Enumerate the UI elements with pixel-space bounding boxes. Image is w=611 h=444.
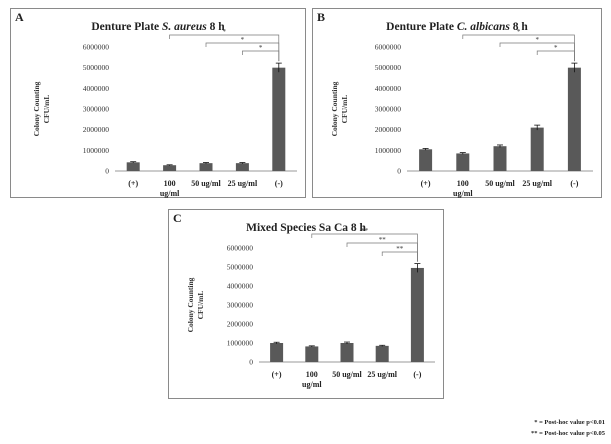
significance-label: ** bbox=[379, 236, 387, 244]
x-tick-label: 100 bbox=[457, 179, 469, 188]
bar bbox=[270, 343, 284, 362]
x-tick-label: 100 bbox=[306, 370, 318, 379]
y-axis-label: CFU/mL bbox=[340, 95, 349, 124]
chart-plot: 0 1000000 2000000 3000000 4000000 5000000 6000… bbox=[186, 227, 435, 389]
bar bbox=[305, 346, 319, 362]
x-tick-label: 50 ug/ml bbox=[485, 179, 515, 188]
significance-label: * bbox=[259, 44, 263, 52]
y-axis-label: Colony Counting bbox=[32, 81, 41, 136]
x-tick-label: ug/ml bbox=[302, 380, 322, 389]
bar bbox=[199, 163, 213, 171]
bar bbox=[375, 345, 389, 362]
chart-panel-a: A Denture Plate S. aureus 8 h 0 1000000 20… bbox=[10, 8, 306, 198]
legend-note-double: ** = Post-hoc value p<0.05 bbox=[530, 430, 605, 437]
bar bbox=[410, 267, 424, 362]
significance-bracket bbox=[169, 34, 280, 62]
y-tick-label: 1000000 bbox=[375, 146, 402, 155]
title-text: Denture Plate bbox=[91, 21, 163, 33]
significance-label: * bbox=[222, 28, 226, 36]
y-tick-label: 4000000 bbox=[227, 282, 254, 291]
significance-bracket bbox=[381, 251, 418, 262]
bar bbox=[493, 146, 507, 171]
chart-title: Denture Plate S. aureus 8 h bbox=[11, 21, 305, 33]
y-tick-label: 1000000 bbox=[83, 146, 110, 155]
y-tick-label: 6000000 bbox=[83, 43, 110, 52]
chart-title: Mixed Species Sa Ca 8 h bbox=[169, 222, 443, 234]
bar bbox=[235, 163, 249, 171]
x-tick-label: (-) bbox=[570, 179, 578, 188]
title-italic: S. aureus bbox=[162, 21, 207, 33]
bar bbox=[456, 153, 470, 171]
chart-panel-b: B Denture Plate C. albicans 8 h 0 1000000… bbox=[312, 8, 602, 198]
panel-letter: A bbox=[15, 10, 24, 24]
bar bbox=[340, 343, 354, 362]
bar bbox=[567, 67, 581, 171]
x-tick-label: ug/ml bbox=[453, 189, 473, 198]
significance-label: * bbox=[241, 36, 245, 44]
bar bbox=[530, 127, 544, 171]
x-tick-label: 25 ug/ml bbox=[367, 370, 397, 379]
title-text: Mixed Species Sa Ca 8 h bbox=[246, 222, 366, 234]
x-tick-label: (+) bbox=[421, 179, 431, 188]
bar bbox=[419, 149, 433, 171]
chart-panel-c: C Mixed Species Sa Ca 8 h 0 1000000 200000… bbox=[168, 209, 444, 399]
y-tick-label: 3000000 bbox=[83, 105, 110, 114]
x-tick-label: 50 ug/ml bbox=[191, 179, 221, 188]
significance-bracket bbox=[536, 50, 575, 62]
chart-title: Denture Plate C. albicans 8 h bbox=[313, 21, 601, 33]
y-tick-label: 5000000 bbox=[83, 63, 110, 72]
x-tick-label: 25 ug/ml bbox=[228, 179, 258, 188]
y-tick-label: 3000000 bbox=[227, 301, 254, 310]
chart-plot: 0 1000000 2000000 3000000 4000000 5000000 6000… bbox=[330, 28, 593, 198]
legend-note-single: * = Post-hoc value p<0.01 bbox=[534, 419, 605, 426]
y-tick-label: 2000000 bbox=[227, 320, 254, 329]
y-tick-label: 2000000 bbox=[83, 125, 110, 134]
significance-bracket bbox=[462, 34, 575, 62]
x-tick-label: ug/ml bbox=[160, 189, 180, 198]
y-axis-label: Colony Counting bbox=[330, 81, 339, 136]
significance-bracket bbox=[242, 50, 280, 62]
significance-label: * bbox=[535, 36, 539, 44]
y-tick-label: 4000000 bbox=[375, 84, 402, 93]
y-tick-label: 5000000 bbox=[227, 263, 254, 272]
title-tail: 8 h bbox=[509, 21, 528, 33]
y-tick-label: 6000000 bbox=[375, 43, 402, 52]
x-tick-label: (-) bbox=[275, 179, 283, 188]
significance-label: ** bbox=[396, 245, 404, 253]
y-tick-label: 1000000 bbox=[227, 339, 254, 348]
y-axis-label: Colony Counting bbox=[186, 277, 195, 332]
y-tick-label: 3000000 bbox=[375, 105, 402, 114]
y-tick-label: 2000000 bbox=[375, 125, 402, 134]
panel-letter: C bbox=[173, 211, 182, 225]
significance-label: * bbox=[554, 44, 558, 52]
significance-label: * bbox=[517, 28, 521, 36]
y-tick-label: 0 bbox=[105, 167, 109, 176]
y-tick-label: 5000000 bbox=[375, 63, 402, 72]
chart-plot: 0 1000000 2000000 3000000 4000000 5000000 6000… bbox=[32, 28, 297, 198]
y-tick-label: 6000000 bbox=[227, 244, 254, 253]
title-italic: C. albicans bbox=[456, 21, 510, 33]
y-tick-label: 0 bbox=[397, 167, 401, 176]
x-tick-label: 25 ug/ml bbox=[522, 179, 552, 188]
x-tick-label: (+) bbox=[128, 179, 138, 188]
bar bbox=[272, 67, 286, 171]
title-tail: 8 h bbox=[206, 21, 225, 33]
significance-label: ** bbox=[361, 227, 369, 235]
x-tick-label: (+) bbox=[272, 370, 282, 379]
y-tick-label: 4000000 bbox=[83, 84, 110, 93]
title-text: Denture Plate bbox=[386, 21, 457, 33]
bar bbox=[163, 165, 177, 171]
x-tick-label: 100 bbox=[164, 179, 176, 188]
x-tick-label: 50 ug/ml bbox=[332, 370, 362, 379]
y-tick-label: 0 bbox=[249, 358, 253, 367]
x-tick-label: (-) bbox=[413, 370, 421, 379]
panel-letter: B bbox=[317, 10, 326, 24]
y-axis-label: CFU/mL bbox=[196, 291, 205, 320]
y-axis-label: CFU/mL bbox=[42, 95, 51, 124]
bar bbox=[126, 162, 140, 171]
